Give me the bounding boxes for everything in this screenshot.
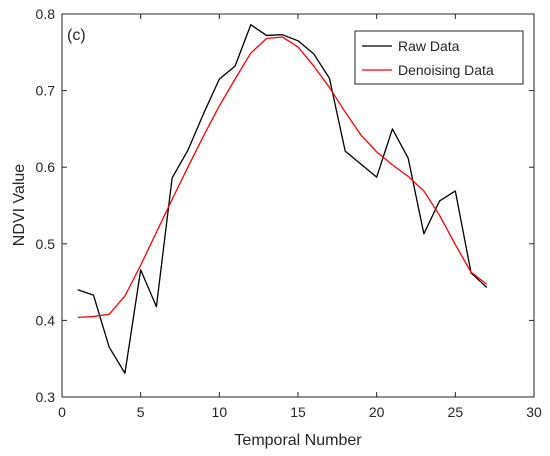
y-tick-label: 0.4 [36,312,56,328]
x-tick-label: 0 [58,404,66,420]
x-tick-label: 5 [137,404,145,420]
legend-label-denoising-data: Denoising Data [398,62,494,78]
legend: Raw Data Denoising Data [354,30,524,85]
legend-label-raw-data: Raw Data [398,38,460,54]
x-tick-label: 10 [212,404,228,420]
x-tick-label: 15 [290,404,306,420]
series-lines [77,24,488,374]
y-tick-label: 0.7 [36,83,56,99]
plot-frame [61,13,535,398]
legend-box [354,30,524,85]
y-tick-label: 0.6 [36,159,56,175]
y-tick-label: 0.5 [36,236,56,252]
series-line-raw-data [77,24,488,374]
y-tick-label: 0.8 [36,6,56,22]
y-tick-label: 0.3 [36,389,56,405]
y-axis-title: NDVI Value [11,164,28,247]
series-line-denoising-data [77,36,488,318]
x-tick-label: 20 [369,404,385,420]
panel-label: (c) [67,27,86,44]
x-tick-label: 25 [448,404,464,420]
x-axis-title: Temporal Number [234,432,362,449]
x-tick-label: 30 [526,404,542,420]
